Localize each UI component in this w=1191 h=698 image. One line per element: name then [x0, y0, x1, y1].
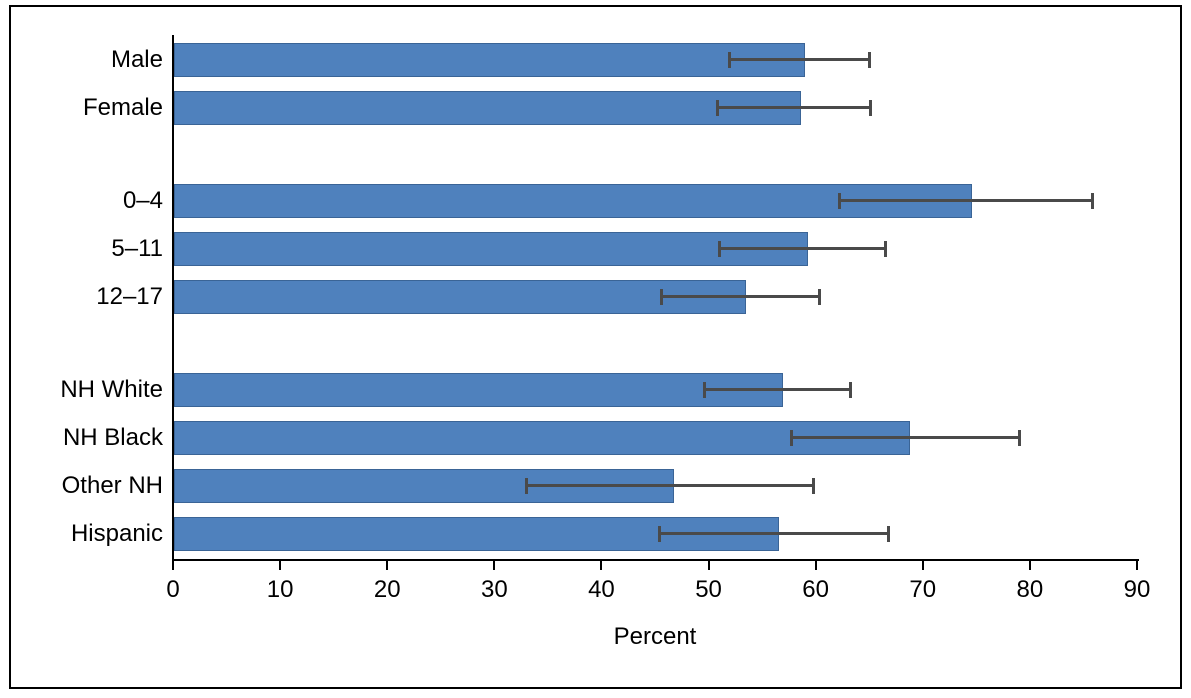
- x-axis-tick: [493, 561, 496, 570]
- error-bar-cap-high-female: [869, 100, 873, 116]
- y-axis-line: [172, 35, 174, 561]
- x-axis-tick: [600, 561, 603, 570]
- error-bar-cap-high-nh-black: [1018, 430, 1022, 446]
- x-axis-tick-label: 70: [909, 576, 937, 603]
- x-axis-tick-label: 30: [480, 576, 508, 603]
- x-axis-tick: [814, 561, 817, 570]
- x-axis-tick: [1028, 561, 1031, 570]
- error-bar-cap-low-other-nh: [525, 478, 529, 494]
- category-label-0-4: 0–4: [122, 187, 163, 214]
- x-axis-tick-label: 40: [588, 576, 615, 603]
- x-axis-tick: [921, 561, 924, 570]
- category-label-nh-black: NH Black: [62, 424, 163, 451]
- bar-nh-white: [174, 373, 784, 407]
- category-label-other-nh: Other NH: [61, 472, 163, 499]
- error-bar-cap-high-other-nh: [811, 478, 815, 494]
- bar-5-11: [174, 232, 809, 266]
- category-label-female: Female: [82, 94, 163, 121]
- x-axis-tick-label: 80: [1016, 576, 1044, 603]
- error-bar-cap-high-nh-white: [849, 382, 852, 398]
- x-axis-tick: [386, 561, 389, 570]
- x-axis-tick-label: 0: [166, 576, 180, 603]
- bar-nh-black: [174, 421, 910, 455]
- error-bar-cap-high-hispanic: [886, 526, 890, 542]
- error-bar-cap-high-0-4: [1091, 193, 1095, 209]
- x-axis-tick: [279, 561, 282, 570]
- error-bar-cap-low-0-4: [838, 193, 842, 209]
- error-bar-cap-low-nh-white: [703, 382, 707, 398]
- category-label-male: Male: [110, 46, 163, 73]
- error-bar-other-nh: [526, 484, 814, 487]
- bar-female: [174, 91, 801, 125]
- category-label-hispanic: Hispanic: [70, 520, 163, 547]
- bar-male: [174, 43, 805, 77]
- error-bar-cap-low-12-17: [660, 289, 664, 305]
- error-bar-5-11: [719, 247, 887, 250]
- x-axis-tick-label: 90: [1123, 576, 1151, 603]
- error-bar-cap-low-5-11: [718, 241, 722, 257]
- x-axis-tick-label: 60: [802, 576, 829, 603]
- x-axis-tick-label: 20: [373, 576, 401, 603]
- error-bar-female: [717, 106, 872, 109]
- x-axis-title: Percent: [613, 623, 697, 650]
- error-bar-cap-high-5-11: [884, 241, 888, 257]
- error-bar-0-4: [839, 199, 1094, 202]
- error-bar-cap-high-12-17: [817, 289, 821, 305]
- category-label-nh-white: NH White: [60, 376, 163, 403]
- x-axis-tick-label: 10: [266, 576, 294, 603]
- x-axis-line: [172, 559, 1139, 561]
- category-label-12-17: 12–17: [96, 283, 163, 310]
- error-bar-cap-high-male: [868, 52, 872, 68]
- error-bar-cap-low-male: [727, 52, 731, 68]
- error-bar-cap-low-hispanic: [658, 526, 662, 542]
- error-bar-cap-low-nh-black: [790, 430, 794, 446]
- x-axis-tick: [707, 561, 710, 570]
- category-label-5-11: 5–11: [111, 235, 163, 262]
- error-bar-cap-low-female: [716, 100, 720, 116]
- error-bar-nh-black: [791, 436, 1021, 439]
- error-bar-12-17: [661, 295, 820, 298]
- error-bar-hispanic: [659, 532, 889, 535]
- error-bar-male: [728, 58, 871, 61]
- x-axis-tick: [1136, 561, 1138, 570]
- error-bar-nh-white: [704, 388, 851, 391]
- x-axis-tick: [172, 561, 174, 570]
- x-axis-tick-label: 50: [695, 576, 722, 603]
